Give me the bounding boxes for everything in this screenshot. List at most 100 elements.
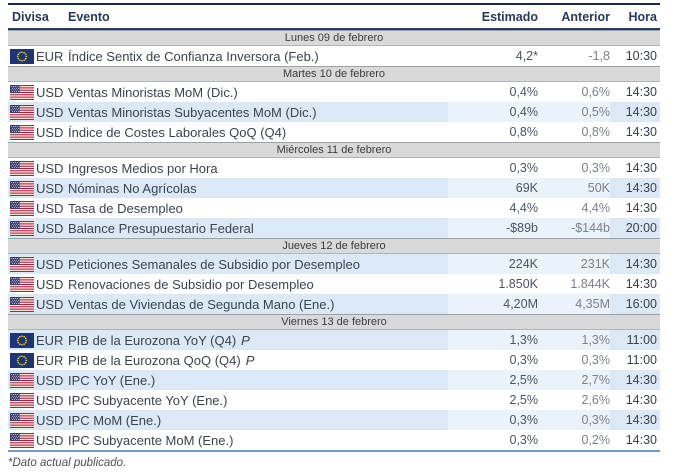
calendar-event-row[interactable]: USD Ventas Minoristas Subyacentes MoM (Di… (8, 102, 660, 122)
flag-cell (8, 218, 36, 238)
previous-value: 0,3% (581, 161, 611, 175)
calendar-event-row[interactable]: USD Peticiones Semanales de Subsidio por … (8, 254, 660, 274)
currency-code-label: USD (36, 160, 64, 176)
flag-cell (8, 122, 36, 142)
event-name-cell: Índice Sentix de Confianza Inversora (Fe… (68, 46, 448, 66)
currency-code: USD (36, 178, 68, 198)
estimated-value: 1,3% (448, 330, 538, 350)
calendar-event-row[interactable]: USD IPC YoY (Ene.) 2,5% 2,7% 14:30 (8, 370, 660, 390)
calendar-event-row[interactable]: USD Tasa de Desempleo 4,4% 4,4% 14:30 (8, 198, 660, 218)
calendar-event-row[interactable]: EUR PIB de la Eurozona YoY (Q4) P 1,3% 1,3% 1… (8, 330, 660, 350)
currency-code: USD (36, 102, 68, 122)
us-flag-icon (10, 84, 34, 100)
calendar-event-row[interactable]: USD Nóminas No Agrícolas 69K 50K 14:30 (8, 178, 660, 198)
previous-value: 0,3% (581, 353, 611, 367)
us-flag-icon (10, 104, 34, 120)
calendar-event-row[interactable]: USD IPC Subyacente YoY (Ene.) 2,5% 2,6% 14:3… (8, 390, 660, 410)
event-name: IPC Subyacente MoM (Ene.) (68, 432, 234, 448)
estimated-value: 69K (448, 178, 538, 198)
event-name-cell: IPC Subyacente YoY (Ene.) (68, 390, 448, 410)
date-separator-row: Lunes 09 de febrero (8, 30, 660, 46)
event-name: IPC Subyacente YoY (Ene.) (68, 392, 228, 408)
previous-value: 0,5% (538, 102, 610, 122)
previous-value: -$144b (538, 218, 610, 238)
currency-code: USD (36, 158, 68, 178)
estimated-value: 0,3% (448, 410, 538, 430)
event-name: Nóminas No Agrícolas (68, 180, 197, 196)
time-value: 14:30 (625, 85, 657, 99)
currency-code-label: USD (36, 180, 64, 196)
flag-cell (8, 390, 36, 410)
currency-code: USD (36, 294, 68, 314)
time-value: 14:30 (625, 433, 657, 447)
flag-cell (8, 46, 36, 66)
us-flag-icon (10, 372, 34, 388)
previous-value: 1,3% (538, 330, 610, 350)
time-value: 11:00 (626, 353, 657, 367)
calendar-event-row[interactable]: USD Renovaciones de Subsidio por Desemple… (8, 274, 660, 294)
us-flag-icon (10, 160, 34, 176)
flag-cell (8, 330, 36, 350)
currency-code: USD (36, 410, 68, 430)
previous-value: 4,35M (538, 294, 610, 314)
estimated-value: 4,4% (509, 201, 539, 215)
calendar-event-row[interactable]: USD Ventas Minoristas MoM (Dic.) 0,4% 0,6% 1… (8, 82, 660, 102)
event-name: Renovaciones de Subsidio por Desempleo (68, 276, 314, 292)
event-name: PIB de la Eurozona QoQ (Q4) (68, 352, 241, 368)
eu-flag-icon (10, 352, 34, 368)
time-value: 14:30 (625, 277, 657, 291)
previous-value: 0,8% (581, 125, 611, 139)
time-value: 14:30 (625, 201, 657, 215)
calendar-event-row[interactable]: USD Ingresos Medios por Hora 0,3% 0,3% 14:30 (8, 158, 660, 178)
time-value: 16:00 (625, 297, 657, 311)
currency-code-label: EUR (36, 352, 64, 368)
time-value: 14:30 (625, 181, 657, 195)
time-value: 14:30 (625, 373, 657, 387)
currency-code: EUR (36, 350, 68, 370)
time-value: 14:30 (625, 105, 657, 119)
previous-value: -1,8 (588, 49, 610, 63)
currency-code: USD (36, 254, 68, 274)
estimated-value: 224K (448, 254, 538, 274)
event-name: IPC MoM (Ene.) (68, 412, 162, 428)
date-label: Viernes 13 de febrero (281, 316, 387, 328)
time-value: 20:00 (625, 221, 657, 235)
eu-flag-icon (10, 332, 34, 348)
currency-code-label: USD (36, 432, 64, 448)
flag-cell (8, 430, 36, 450)
calendar-event-row[interactable]: EUR PIB de la Eurozona QoQ (Q4) P 0,3% 0,3% 1… (8, 350, 660, 370)
estimated-value: 0,3% (509, 161, 539, 175)
calendar-event-row[interactable]: EUR Índice Sentix de Confianza Inversora … (8, 46, 660, 66)
flag-cell (8, 370, 36, 390)
calendar-event-row[interactable]: USD Ventas de Viviendas de Segunda Mano (… (8, 294, 660, 314)
event-name-cell: Renovaciones de Subsidio por Desempleo (68, 274, 448, 294)
calendar-event-row[interactable]: USD IPC MoM (Ene.) 0,3% 0,3% 14:30 (8, 410, 660, 430)
event-name-cell: PIB de la Eurozona YoY (Q4) P (68, 330, 448, 350)
currency-code: USD (36, 390, 68, 410)
event-name: IPC YoY (Ene.) (68, 372, 156, 388)
estimated-value: 2,5% (509, 393, 539, 407)
event-name: Ingresos Medios por Hora (68, 160, 218, 176)
calendar-event-row[interactable]: USD Balance Presupuestario Federal -$89b -$… (8, 218, 660, 238)
event-name-cell: Ventas de Viviendas de Segunda Mano (Ene… (68, 294, 448, 314)
event-name: PIB de la Eurozona YoY (Q4) (68, 332, 237, 348)
event-name: Tasa de Desempleo (68, 200, 183, 216)
calendar-event-row[interactable]: USD Índice de Costes Laborales QoQ (Q4) 0,… (8, 122, 660, 142)
flag-cell (8, 294, 36, 314)
calendar-event-row[interactable]: USD IPC Subyacente MoM (Ene.) 0,3% 0,2% 14:3… (8, 430, 660, 450)
currency-code-label: USD (36, 256, 64, 272)
time-value: 10:30 (625, 49, 657, 63)
event-name: Ventas de Viviendas de Segunda Mano (Ene… (68, 296, 335, 312)
us-flag-icon (10, 432, 34, 448)
currency-code-label: USD (36, 124, 64, 140)
currency-code: USD (36, 122, 68, 142)
event-name-cell: Balance Presupuestario Federal (68, 218, 448, 238)
flag-cell (8, 82, 36, 102)
date-label: Martes 10 de febrero (282, 68, 386, 80)
event-name-cell: Nóminas No Agrícolas (68, 178, 448, 198)
event-name-cell: Ventas Minoristas Subyacentes MoM (Dic.) (68, 102, 448, 122)
flag-cell (8, 198, 36, 218)
event-name: Índice Sentix de Confianza Inversora (Fe… (68, 48, 319, 64)
previous-value: 231K (538, 254, 610, 274)
us-flag-icon (10, 220, 34, 236)
